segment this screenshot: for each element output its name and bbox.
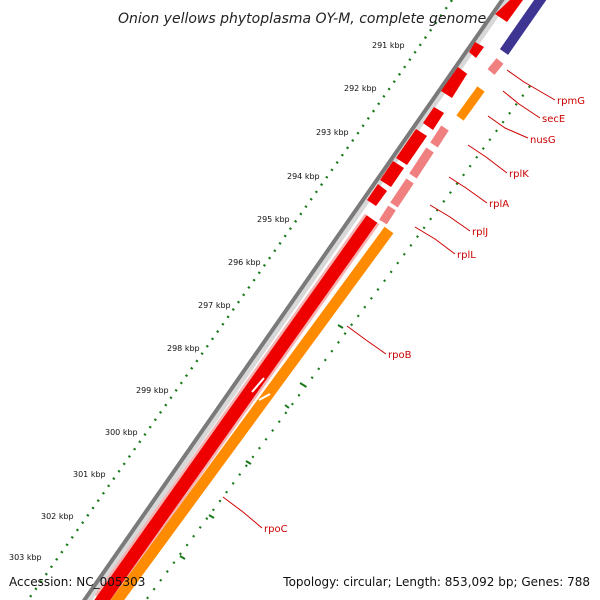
- gene-arrow-forward-split: [251, 377, 265, 393]
- gene-label-rpoC: rpoC: [264, 524, 288, 535]
- tick-label: 296 kbp: [228, 258, 261, 267]
- gene-rplK: [430, 125, 449, 148]
- gene-rpmG: [487, 58, 504, 75]
- gene-arrow-reverse-long: [110, 226, 394, 600]
- gene-arrow-1: [469, 42, 484, 58]
- tick-label: 301 kbp: [73, 470, 106, 479]
- tick-label: 293 kbp: [316, 128, 349, 137]
- tick-label: 291 kbp: [372, 41, 405, 50]
- gene-arrow-top: [495, 0, 523, 22]
- other-feature-track: [499, 0, 547, 55]
- tick-label: 295 kbp: [257, 215, 290, 224]
- gene-arrow-2: [441, 67, 470, 98]
- gene-arrow-reverse-split: [258, 393, 271, 401]
- gene-nusG: [456, 86, 485, 121]
- leader-rplJ: [429, 204, 471, 232]
- tick-label: 302 kbp: [41, 512, 74, 521]
- gene-arrow-3: [423, 107, 444, 130]
- gene-label-rpoB: rpoB: [388, 350, 412, 361]
- gene-label-rplL: rplL: [457, 250, 476, 261]
- gene-rplJ: [390, 178, 414, 208]
- leader-rpmG: [506, 69, 556, 101]
- gc-dots-inner: [145, 85, 531, 600]
- gene-rplA: [409, 147, 434, 179]
- gene-label-rplJ: rplJ: [472, 227, 488, 238]
- tick-label: 297 kbp: [198, 301, 231, 310]
- gene-label-rpmG: rpmG: [557, 96, 585, 107]
- tick-label: 300 kbp: [105, 428, 138, 437]
- backbone: [81, 0, 505, 600]
- tick-label: 299 kbp: [136, 386, 169, 395]
- leader-rplK: [467, 144, 508, 174]
- tick-label: 294 kbp: [287, 172, 320, 181]
- tick-label: 298 kbp: [167, 344, 200, 353]
- inner-tick-marks: [179, 324, 344, 560]
- gc-dots-outer: [27, 0, 453, 600]
- backbone-shadow: [82, 0, 511, 600]
- topology-stats-text: Topology: circular; Length: 853,092 bp; …: [282, 575, 590, 589]
- gene-label-rplK: rplK: [509, 169, 529, 180]
- leader-rplL: [414, 226, 456, 255]
- tick-label: 292 kbp: [344, 84, 377, 93]
- gene-arrow-forward-long: [94, 215, 378, 600]
- gene-arrow-6: [367, 184, 387, 206]
- gene-arrow-5: [380, 161, 404, 187]
- map-title: Onion yellows phytoplasma OY-M, complete…: [118, 11, 486, 27]
- gene-label-nusG: nusG: [530, 135, 556, 146]
- leader-rpoC: [222, 496, 263, 529]
- leader-rplA: [448, 176, 488, 204]
- gene-label-rplA: rplA: [489, 199, 509, 210]
- leader-nusG: [487, 115, 529, 139]
- gene-rplL: [379, 205, 396, 225]
- leader-secE: [502, 90, 541, 119]
- gene-arrow-4: [396, 129, 427, 165]
- leader-lines: [222, 69, 556, 529]
- tick-label: 303 kbp: [9, 553, 42, 562]
- gene-label-secE: secE: [542, 114, 565, 125]
- leader-rpoB: [346, 325, 387, 355]
- accession-text: Accession: NC_005303: [9, 575, 145, 589]
